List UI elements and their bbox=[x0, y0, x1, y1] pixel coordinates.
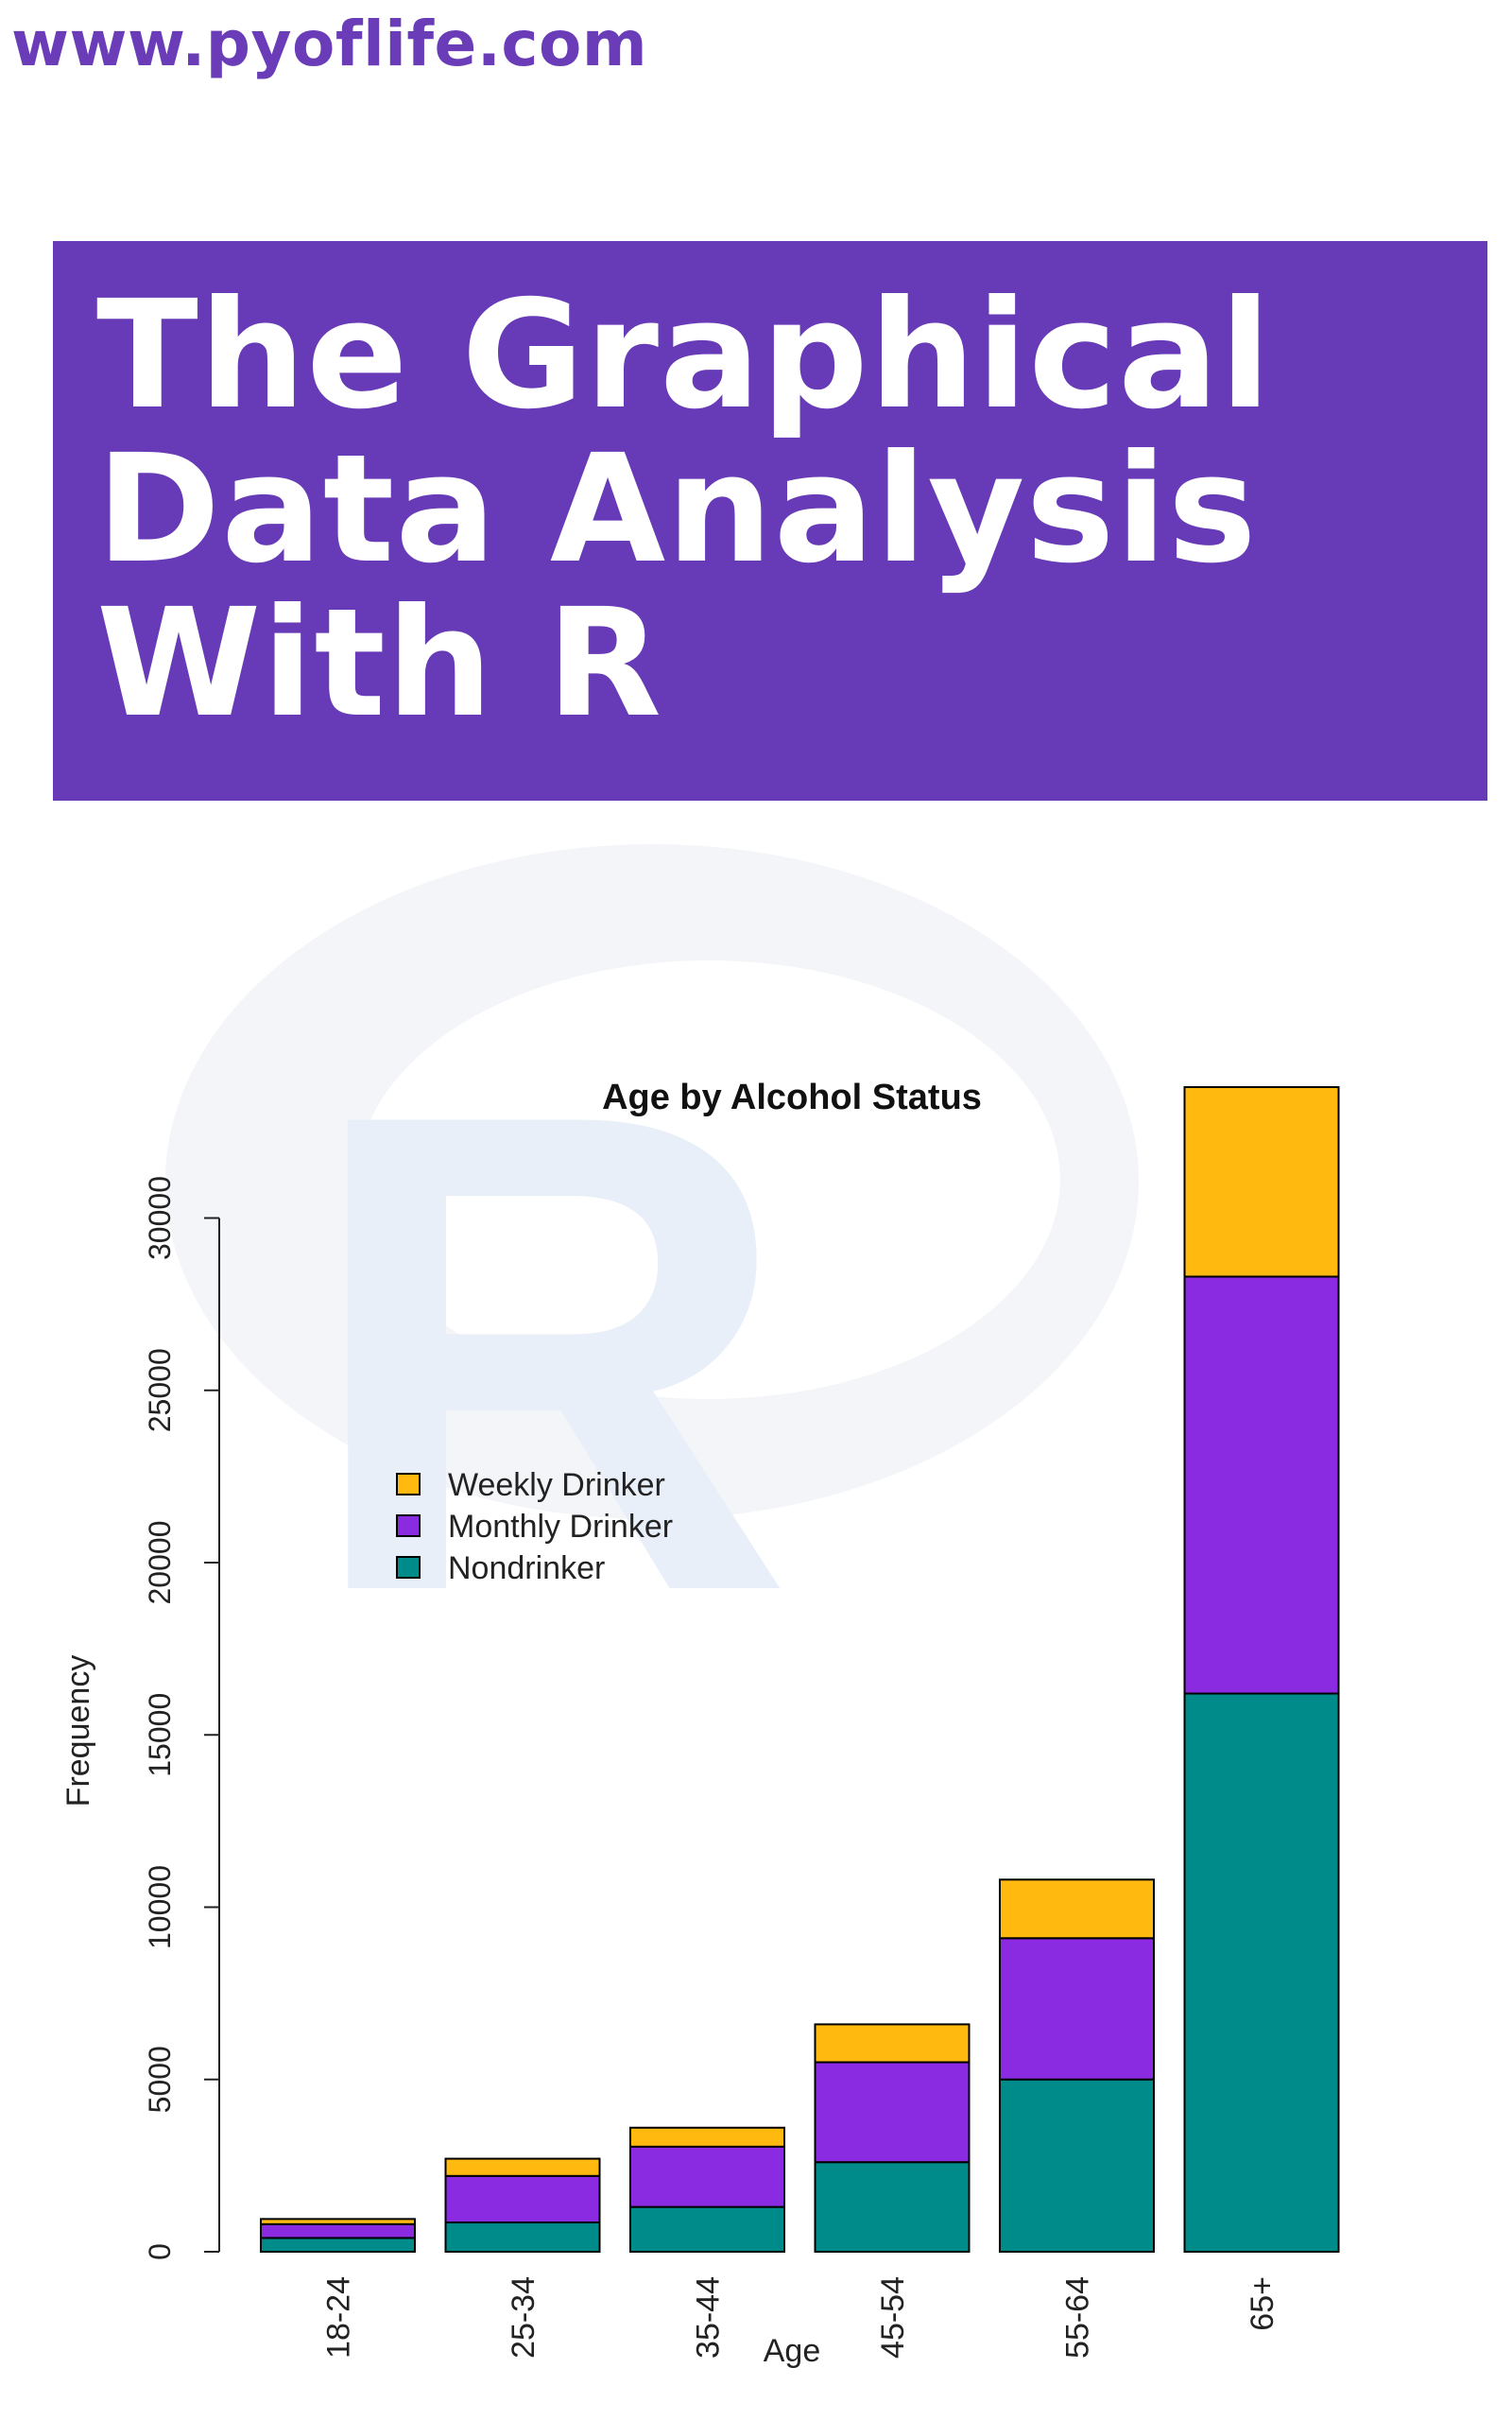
bar-segment bbox=[629, 2126, 785, 2148]
bar-segment bbox=[260, 2218, 416, 2225]
legend-label: Nondrinker bbox=[448, 1550, 605, 1586]
stacked-bar-chart: R Age by Alcohol Status 0 5000 10000 15000 2… bbox=[60, 844, 1340, 2369]
bar-segment bbox=[629, 2145, 785, 2208]
hero-title: The Graphical Data Analysis With R bbox=[96, 268, 1272, 751]
x-tick-label: 65+ bbox=[1245, 2276, 1280, 2331]
bar-segment bbox=[1183, 1275, 1340, 1695]
bar-segment bbox=[999, 1878, 1155, 1940]
x-tick-label: 45-54 bbox=[875, 2276, 911, 2359]
bar-segment bbox=[260, 2237, 416, 2254]
x-tick-label: 18-24 bbox=[321, 2276, 357, 2359]
x-axis-label: Age bbox=[764, 2333, 821, 2369]
bar-segment bbox=[1183, 1086, 1340, 1278]
y-tick-label: 20000 bbox=[143, 1521, 177, 1605]
r-logo-watermark: R bbox=[165, 844, 1139, 1733]
legend: Weekly Drinker Monthly Drinker Nondrinker bbox=[396, 1467, 673, 1586]
bar-segment bbox=[814, 2161, 971, 2253]
bar-segment bbox=[629, 2205, 785, 2253]
y-tick-label: 0 bbox=[143, 2243, 177, 2260]
legend-swatch bbox=[396, 1514, 421, 1537]
legend-swatch bbox=[396, 1556, 421, 1579]
y-tick-label: 15000 bbox=[143, 1693, 177, 1777]
bar-segment bbox=[814, 2023, 971, 2064]
y-tick-label: 25000 bbox=[143, 1348, 177, 1432]
y-tick-label: 10000 bbox=[143, 1865, 177, 1949]
x-tick-label: 55-64 bbox=[1060, 2276, 1096, 2359]
watermark-letter: R bbox=[302, 972, 794, 1733]
x-tick-label: 35-44 bbox=[691, 2276, 727, 2359]
y-axis: 0 5000 10000 15000 20000 25000 30000 bbox=[143, 1176, 220, 2260]
bar-segment bbox=[999, 1937, 1155, 2081]
y-axis-label: Frequency bbox=[60, 1655, 96, 1807]
watermark-ring-hole bbox=[357, 960, 1060, 1399]
y-tick-label: 5000 bbox=[143, 2046, 177, 2113]
hero-banner: The Graphical Data Analysis With R bbox=[53, 241, 1487, 801]
bar-segment bbox=[1183, 1692, 1340, 2253]
bar-segment bbox=[444, 2174, 601, 2224]
bar-segment bbox=[999, 2078, 1155, 2253]
x-tick-label: 25-34 bbox=[506, 2276, 541, 2359]
bars-group bbox=[260, 1086, 1340, 2254]
bar-segment bbox=[814, 2061, 971, 2164]
bar-segment bbox=[444, 2221, 601, 2253]
bar-segment bbox=[260, 2222, 416, 2239]
site-url[interactable]: www.pyoflife.com bbox=[11, 8, 648, 80]
x-tick-labels: 18-24 25-34 35-44 45-54 55-64 65+ bbox=[321, 2276, 1281, 2359]
legend-label: Monthly Drinker bbox=[448, 1509, 673, 1545]
legend-label: Weekly Drinker bbox=[448, 1467, 665, 1503]
y-tick-label: 30000 bbox=[143, 1176, 177, 1260]
legend-swatch bbox=[396, 1473, 421, 1495]
bar-segment bbox=[444, 2157, 601, 2177]
chart-title: Age by Alcohol Status bbox=[602, 1078, 982, 1117]
